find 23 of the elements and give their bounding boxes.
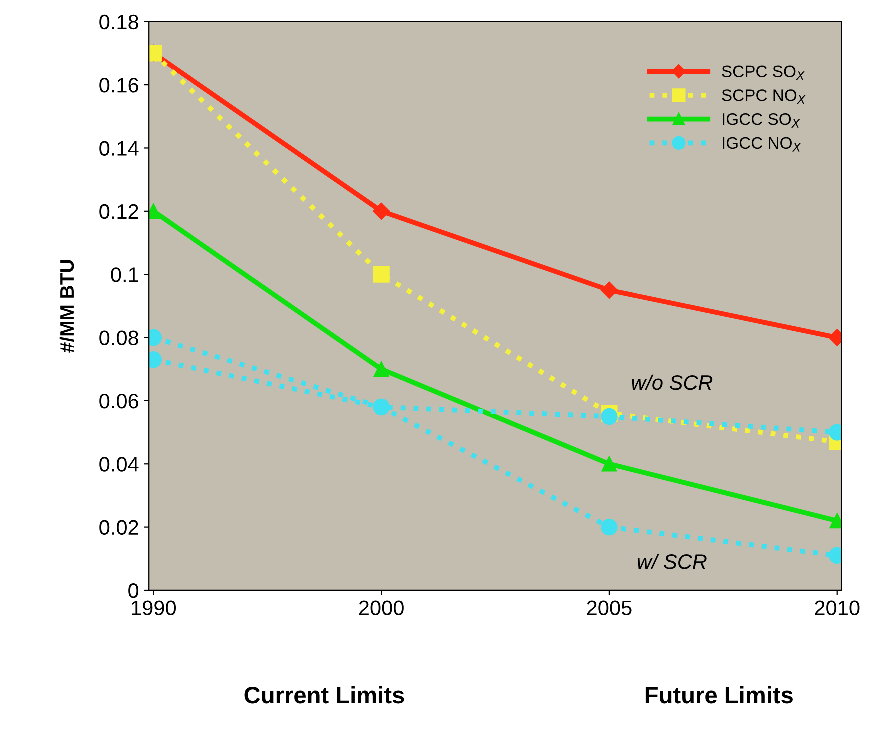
y-tick-label: 0.16 xyxy=(100,78,138,93)
annotation: w/o SCR xyxy=(632,374,713,390)
y-tick-label: 0.14 xyxy=(100,141,139,156)
y-tick-label: 0.1 xyxy=(111,268,138,282)
x-tick-label: 1990 xyxy=(132,600,176,616)
y-tick-label: 0.12 xyxy=(100,204,138,220)
x-tick-label: 2010 xyxy=(815,600,860,616)
y-tick-label: 0 xyxy=(128,583,139,598)
text: Future Limits xyxy=(646,686,793,704)
y-tick-label: 0.08 xyxy=(100,330,138,346)
y-tick-label: 0.06 xyxy=(100,394,138,409)
y-tick-label: 0.02 xyxy=(100,520,138,536)
y-axis-title: #/MM BTU xyxy=(60,260,74,353)
legend-label: IGCC NO$_{X}$ xyxy=(723,137,802,152)
text: Current Limits xyxy=(244,686,404,704)
legend-label: SCPC SO$_{X}$ xyxy=(722,66,805,80)
y-tick-label: 0.04 xyxy=(100,457,139,472)
x-tick-label: 2005 xyxy=(587,600,632,616)
legend-label: SCPC NO$_{X}$ xyxy=(722,90,806,104)
annotation: w/ SCR xyxy=(638,554,707,570)
x-tick-label: 2000 xyxy=(359,600,404,616)
legend-label: IGCC SO$_{X}$ xyxy=(723,113,800,128)
y-tick-label: 0.18 xyxy=(100,14,138,30)
